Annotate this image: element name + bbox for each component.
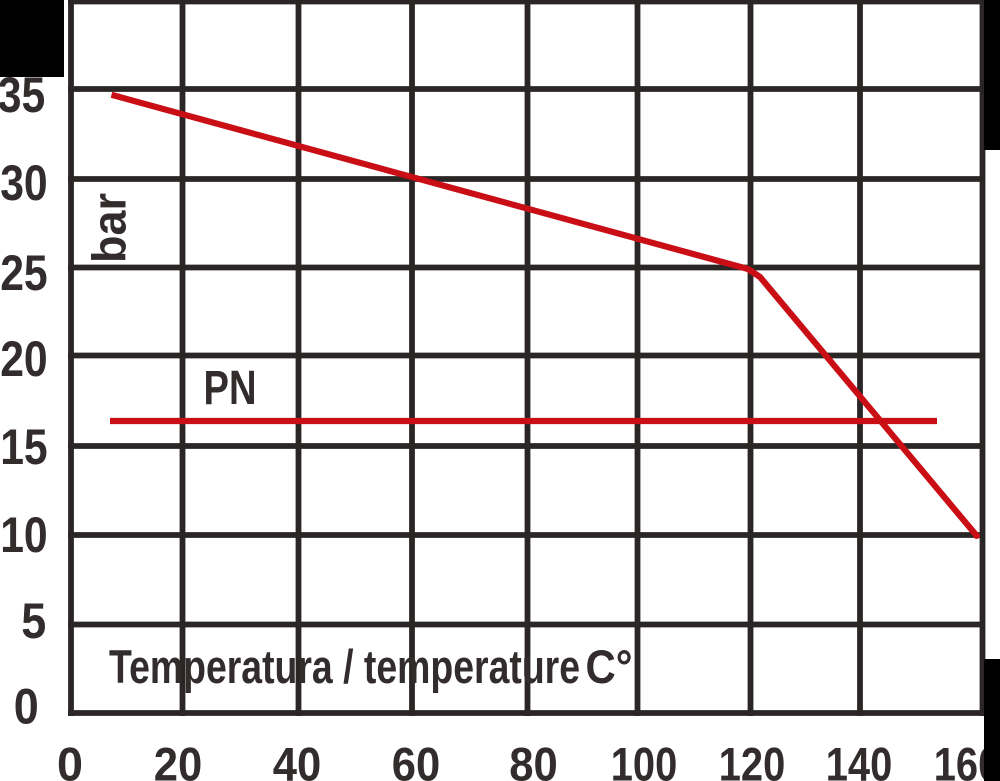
svg-text:5: 5 [21, 593, 46, 649]
svg-text:Temperatura / temperature: Temperatura / temperature [109, 641, 580, 694]
svg-text:140: 140 [826, 738, 893, 781]
svg-text:15: 15 [0, 419, 48, 475]
svg-text:PN: PN [204, 362, 257, 415]
svg-text:C°: C° [586, 641, 633, 694]
svg-text:40: 40 [273, 738, 322, 781]
svg-text:120: 120 [719, 738, 786, 781]
svg-text:100: 100 [611, 738, 678, 781]
svg-text:20: 20 [0, 331, 48, 387]
svg-text:bar: bar [83, 193, 136, 263]
svg-text:0: 0 [57, 738, 83, 781]
svg-text:80: 80 [509, 738, 558, 781]
svg-text:25: 25 [0, 245, 48, 301]
svg-text:30: 30 [0, 155, 48, 211]
svg-text:60: 60 [392, 738, 441, 781]
svg-text:0: 0 [14, 679, 39, 735]
svg-text:20: 20 [154, 738, 203, 781]
svg-text:10: 10 [0, 507, 48, 563]
